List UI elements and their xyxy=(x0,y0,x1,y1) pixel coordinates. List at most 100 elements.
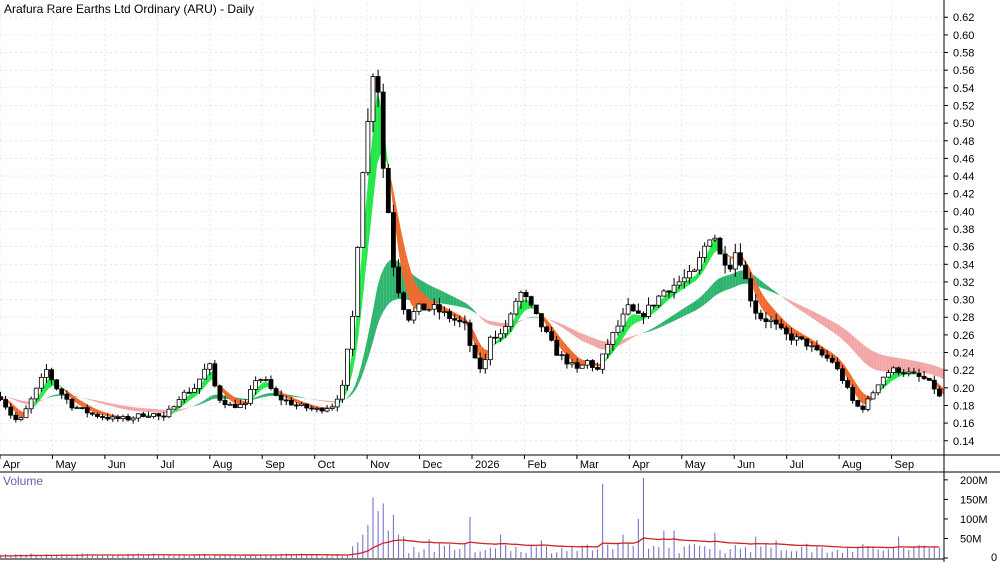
slow-ema-band xyxy=(12,398,16,401)
candle-body xyxy=(197,378,202,390)
candle-body xyxy=(931,379,937,390)
month-tick-label: Jun xyxy=(108,459,126,471)
slow-ema-band xyxy=(548,319,552,322)
fast-ema-band xyxy=(40,386,44,400)
fast-ema-band xyxy=(236,398,240,405)
candle-body xyxy=(901,372,907,375)
slow-ema-band xyxy=(438,289,442,304)
slow-ema-band xyxy=(349,390,353,397)
fast-ema-band xyxy=(294,398,298,404)
price-tick-label: 0.38 xyxy=(953,224,974,236)
fast-ema-band xyxy=(104,412,108,417)
candle-body xyxy=(283,399,289,402)
candle-body xyxy=(697,257,702,271)
slow-ema-band xyxy=(138,407,142,412)
candle-body xyxy=(135,413,141,419)
slow-ema-band xyxy=(208,395,212,401)
slow-ema-band xyxy=(269,392,273,397)
candle-body xyxy=(595,367,600,370)
fast-ema-band xyxy=(73,395,78,404)
slow-ema-band xyxy=(346,394,350,399)
slow-ema-band xyxy=(294,395,298,398)
slow-ema-band xyxy=(940,367,944,380)
slow-ema-band xyxy=(888,356,892,372)
slow-ema-band xyxy=(242,398,246,401)
fast-ema-band xyxy=(652,305,656,314)
fast-ema-band xyxy=(496,338,500,344)
slow-ema-band xyxy=(459,299,463,308)
candle-body xyxy=(487,336,493,361)
candle-body xyxy=(294,404,299,407)
month-tick-label: Feb xyxy=(527,459,546,471)
slow-ema-band xyxy=(472,308,476,313)
slow-ema-band xyxy=(649,328,653,332)
slow-ema-band xyxy=(870,349,874,369)
slow-ema-band xyxy=(765,284,769,291)
fast-ema-band xyxy=(753,276,757,299)
candle-body xyxy=(569,362,575,365)
slow-ema-band xyxy=(805,307,809,316)
fast-ema-band xyxy=(107,413,111,417)
candle-body xyxy=(625,304,631,315)
slow-ema-band xyxy=(643,331,647,334)
fast-ema-band xyxy=(594,362,598,367)
candle-body xyxy=(783,327,789,335)
slow-ema-band xyxy=(481,316,485,322)
candle-body xyxy=(758,312,764,320)
fast-ema-band xyxy=(701,259,705,274)
slow-ema-band xyxy=(196,403,200,406)
price-tick-label: 0.58 xyxy=(953,48,974,60)
slow-ema-band xyxy=(524,318,528,320)
slow-ema-band xyxy=(716,278,720,295)
candle-body xyxy=(416,303,422,312)
candle-body xyxy=(840,368,845,381)
slow-ema-band xyxy=(551,320,555,323)
candle-body xyxy=(855,400,861,407)
fast-ema-band xyxy=(891,373,895,382)
slow-ema-band xyxy=(909,359,913,372)
slow-ema-band xyxy=(885,355,889,372)
month-tick-label: Aug xyxy=(842,459,862,471)
candle-body xyxy=(472,345,478,359)
fast-ema-band xyxy=(202,377,206,390)
candle-body xyxy=(778,323,784,329)
slow-ema-band xyxy=(667,316,672,324)
fast-ema-band xyxy=(410,270,414,308)
candle-body xyxy=(549,331,555,341)
slow-ema-band xyxy=(735,271,739,287)
slow-ema-band xyxy=(719,276,724,293)
slow-ema-band xyxy=(762,282,766,290)
candle-body xyxy=(651,304,657,307)
candle-body xyxy=(69,398,75,409)
slow-ema-band xyxy=(906,359,910,372)
price-tick-label: 0.28 xyxy=(953,312,974,324)
candle-body xyxy=(406,309,412,321)
candle-body xyxy=(493,336,498,339)
candle-body xyxy=(722,253,728,266)
candle-body xyxy=(605,344,611,355)
candle-body xyxy=(590,360,595,368)
slow-ema-band xyxy=(882,354,886,372)
slow-ema-band xyxy=(211,394,215,400)
month-tick-label: Sep xyxy=(895,459,915,471)
candle-body xyxy=(426,308,432,311)
candle-body xyxy=(54,379,60,390)
slow-ema-band xyxy=(591,337,595,347)
slow-ema-band xyxy=(487,320,491,325)
candle-body xyxy=(28,398,34,410)
candle-body xyxy=(845,380,850,388)
fast-ema-band xyxy=(695,271,699,281)
candle-body xyxy=(702,245,708,258)
fast-ema-band xyxy=(370,118,375,222)
fast-ema-band xyxy=(894,371,898,380)
candle-body xyxy=(891,367,896,373)
slow-ema-band xyxy=(713,279,717,297)
slow-ema-band xyxy=(759,279,763,289)
slow-ema-band xyxy=(352,383,356,394)
slow-ema-band xyxy=(686,304,690,316)
fast-ema-band xyxy=(808,337,812,345)
month-tick-label: Oct xyxy=(318,459,335,471)
slow-ema-band xyxy=(178,408,182,412)
candle-body xyxy=(732,252,738,270)
slow-ema-band xyxy=(784,297,788,301)
